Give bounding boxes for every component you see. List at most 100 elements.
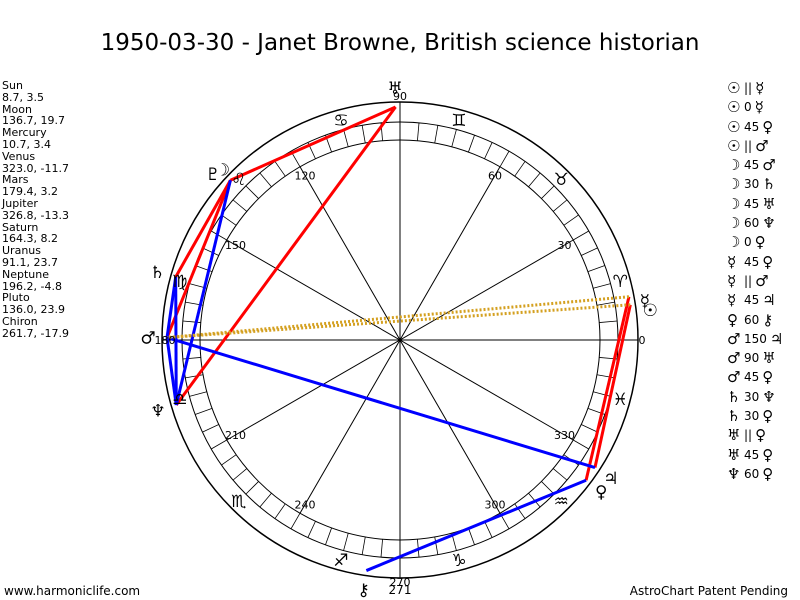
aspect-row: ☽ 60 ♆ — [727, 214, 784, 233]
aspect-planet-2: ♅ — [762, 194, 776, 213]
chart-title: 1950-03-30 - Janet Browne, British scien… — [100, 30, 700, 56]
aspect-row: ♀ 60 ⚷ — [727, 311, 784, 330]
degree-label: 60 — [488, 169, 502, 182]
degree-tick — [221, 214, 237, 226]
scorpio-icon: ♏ — [231, 492, 246, 512]
house-spokes — [162, 102, 638, 578]
aquarius-icon: ♒ — [554, 492, 569, 512]
degree-tick — [182, 320, 201, 323]
aspect-planet-1: ☽ — [727, 194, 741, 213]
aspect-planet-2: ♆ — [762, 214, 776, 233]
footer-patent: AstroChart Patent Pending — [629, 584, 788, 598]
planet-coords: 10.7, 3.4 — [2, 137, 51, 151]
planet-coords: 136.0, 23.9 — [2, 303, 65, 317]
planet-name: Mars — [2, 173, 29, 187]
aspect-row: ☽ 45 ♂ — [727, 156, 784, 175]
jupiter-glyph: ♃ — [603, 469, 618, 489]
degree-tick — [182, 357, 201, 360]
aspect-planet-1: ♆ — [727, 464, 741, 483]
pluto-glyph: ♇ — [205, 165, 220, 185]
bottom-degree-label: 271 — [389, 583, 412, 597]
aspect-row: ♅ || ♀ — [727, 426, 784, 445]
degree-tick — [593, 283, 611, 289]
degree-tick — [221, 454, 237, 466]
degree-tick — [563, 214, 579, 226]
virgo-icon: ♍ — [172, 272, 187, 292]
planet-coords: 8.7, 3.5 — [2, 90, 44, 104]
aspect-planet-1: ☽ — [727, 214, 741, 233]
mars-glyph: ♂ — [140, 328, 155, 348]
degree-tick — [290, 513, 301, 529]
aspect-angle: 60 — [744, 216, 760, 231]
aspect-planet-1: ☽ — [727, 156, 741, 175]
aspect-line — [174, 179, 232, 278]
capricorn-icon: ♑ — [451, 551, 466, 571]
libra-icon: ♎ — [172, 390, 187, 410]
degree-tick — [232, 199, 248, 212]
aspect-row: ☿ 45 ♃ — [727, 291, 784, 310]
aspect-row: ♂ 90 ♅ — [727, 349, 784, 368]
planet-name: Neptune — [2, 267, 50, 281]
aspect-angle: || — [744, 428, 753, 443]
degree-tick — [541, 185, 555, 199]
aspect-planet-1: ♂ — [727, 329, 741, 348]
degree-tick — [434, 125, 439, 144]
planet-coords: 326.8, -13.3 — [2, 208, 69, 222]
degree-label: 300 — [485, 499, 506, 512]
degree-tick — [202, 424, 219, 433]
uranus-glyph: ♅ — [388, 79, 403, 99]
planet-coords: 323.0, -11.7 — [2, 161, 69, 175]
aspect-angle: 150 — [744, 331, 767, 346]
footer-website: www.harmoniclife.com — [4, 584, 141, 598]
degree-tick — [552, 468, 568, 481]
aspect-planet-1: ☉ — [727, 136, 741, 155]
chiron-glyph: ⚷ — [357, 580, 369, 600]
degree-label: 120 — [295, 169, 316, 182]
aspect-planet-1: ♅ — [727, 445, 741, 464]
cancer-icon: ♋ — [333, 111, 348, 131]
aspect-angle: || — [744, 273, 753, 288]
degree-tick — [185, 374, 204, 379]
saturn-glyph: ♄ — [150, 263, 165, 283]
degree-tick — [599, 320, 618, 323]
aspect-angle: 45 — [744, 254, 760, 269]
aspect-angle: 30 — [744, 177, 760, 192]
planet-coords: 261.7, -17.9 — [2, 326, 69, 340]
aspect-list: ☉ || ☿ ☉ 0 ☿ ☉ 45 ♀ ☉ || ♂ ☽ 45 ♂ ☽ 30 ♄ ☽ 45 ♅ ☽ 60 ♆ ☽ 0 ♀ ☿ 45 ♀ ☿ |… — [727, 79, 784, 484]
degree-tick — [596, 301, 615, 306]
aspect-line — [174, 179, 232, 406]
neptune-glyph: ♆ — [150, 401, 165, 421]
aspect-planet-2: ♂ — [755, 136, 769, 155]
aspect-planet-2: ♅ — [762, 349, 776, 368]
aspect-angle: || — [744, 138, 753, 153]
aspect-planet-1: ☉ — [727, 117, 741, 136]
aspect-planet-2: ☿ — [754, 98, 764, 117]
venus-glyph: ♀ — [595, 483, 607, 503]
degree-tick — [514, 503, 526, 519]
aspect-angle: 45 — [744, 196, 760, 211]
planet-name: Moon — [2, 102, 32, 116]
degree-tick — [189, 391, 207, 397]
degree-tick — [202, 247, 219, 256]
planet-name: Mercury — [2, 126, 47, 140]
degree-tick — [195, 408, 213, 415]
degree-tick — [581, 247, 598, 256]
degree-tick — [361, 125, 366, 144]
aspect-planet-2: ♀ — [762, 368, 774, 387]
degree-label: 210 — [225, 429, 246, 442]
degree-tick — [380, 539, 383, 558]
degree-tick — [259, 172, 272, 188]
degree-label: 90 — [393, 90, 407, 103]
aspect-planet-2: ♆ — [762, 387, 776, 406]
aspect-line — [165, 179, 232, 339]
planet-name: Pluto — [2, 291, 30, 305]
aspect-planet-2: ♀ — [762, 407, 774, 426]
planet-coordinate-list: Sun 8.7, 3.5 Moon 136.7, 19.7 Mercury 10.7, 3… — [2, 80, 69, 340]
moon-glyph: ☽ — [215, 161, 230, 181]
aspect-planet-1: ♂ — [727, 368, 741, 387]
planet-name: Jupiter — [2, 196, 38, 210]
degree-label: 150 — [225, 239, 246, 252]
degree-tick — [259, 492, 272, 508]
degree-tick — [274, 503, 286, 519]
aspect-planet-1: ♀ — [727, 310, 738, 329]
